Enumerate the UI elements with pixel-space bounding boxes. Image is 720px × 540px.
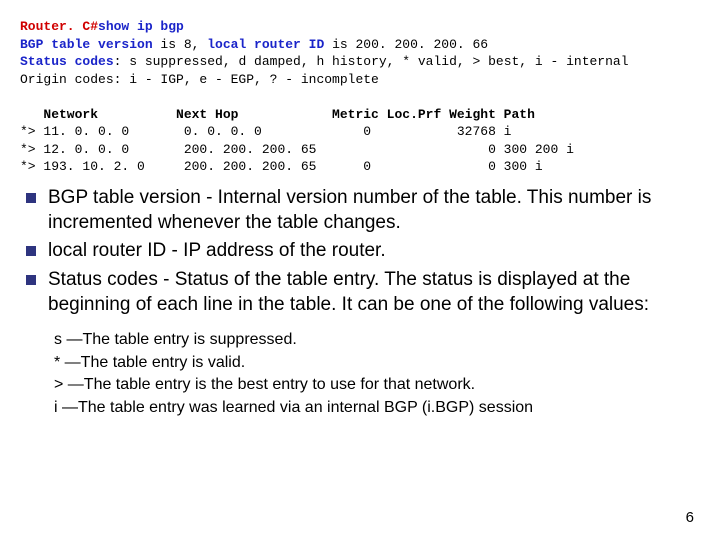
list-item: local router ID - IP address of the rout… [26,239,700,264]
desc: - IP address of the router. [166,240,385,261]
line2d: is 200. 200. 200. 66 [324,37,488,52]
sub-item: > —The table entry is the best entry to … [54,374,700,396]
table-header: Network Next Hop Metric Loc.Prf Weight P… [20,107,535,122]
square-bullet-icon [26,246,36,256]
bullet-list: BGP table version - Internal version num… [20,186,700,317]
line3b: : s suppressed, d damped, h history, * v… [114,54,629,69]
kw-status-codes: Status codes [20,54,114,69]
kw-bgp-version: BGP table version [20,37,153,52]
terminal-output: Router. C#show ip bgp BGP table version … [20,18,700,176]
prompt: Router. C# [20,19,98,34]
kw-router-id: local router ID [207,37,324,52]
line2b: is 8, [153,37,208,52]
sub-item: i —The table entry was learned via an in… [54,397,700,419]
table-row: *> 12. 0. 0. 0 200. 200. 200. 65 0 300 2… [20,142,574,157]
term: BGP table version [48,187,201,208]
sub-list: s —The table entry is suppressed. * —The… [54,329,700,419]
list-item: BGP table version - Internal version num… [26,186,700,235]
table-row: *> 193. 10. 2. 0 200. 200. 200. 65 0 0 3… [20,159,543,174]
list-item: Status codes - Status of the table entry… [26,268,700,317]
sub-item: * —The table entry is valid. [54,352,700,374]
term: local router ID [48,240,166,261]
square-bullet-icon [26,275,36,285]
line4: Origin codes: i - IGP, e - EGP, ? - inco… [20,72,379,87]
page-number: 6 [686,509,694,526]
sub-item: s —The table entry is suppressed. [54,329,700,351]
command: show ip bgp [98,19,184,34]
square-bullet-icon [26,193,36,203]
table-row: *> 11. 0. 0. 0 0. 0. 0. 0 0 32768 i [20,124,511,139]
term: Status codes [48,269,158,290]
